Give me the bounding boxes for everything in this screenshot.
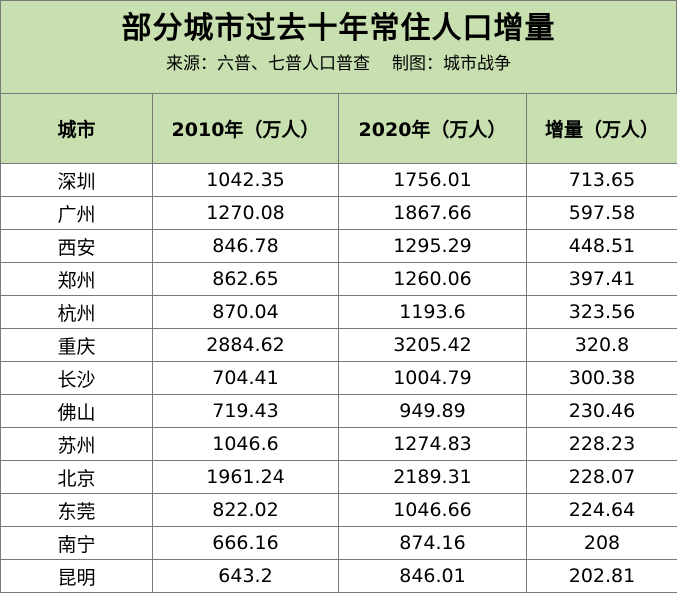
cell-2010: 1042.35 <box>153 164 339 197</box>
cell-city: 杭州 <box>1 296 153 329</box>
column-header-increase: 增量（万人） <box>527 94 677 164</box>
cell-2010: 862.65 <box>153 263 339 296</box>
cell-increase: 208 <box>527 527 677 560</box>
cell-2010: 2884.62 <box>153 329 339 362</box>
cell-city: 深圳 <box>1 164 153 197</box>
header-row: 城市 2010年（万人） 2020年（万人） 增量（万人） <box>1 94 677 164</box>
cell-increase: 228.23 <box>527 428 677 461</box>
cell-city: 郑州 <box>1 263 153 296</box>
cell-city: 北京 <box>1 461 153 494</box>
column-header-2010: 2010年（万人） <box>153 94 339 164</box>
cell-2020: 874.16 <box>339 527 527 560</box>
cell-2010: 1270.08 <box>153 197 339 230</box>
cell-2020: 3205.42 <box>339 329 527 362</box>
cell-2010: 643.2 <box>153 560 339 593</box>
cell-increase: 228.07 <box>527 461 677 494</box>
cell-2020: 1867.66 <box>339 197 527 230</box>
cell-2010: 719.43 <box>153 395 339 428</box>
cell-2010: 1961.24 <box>153 461 339 494</box>
cell-2020: 1295.29 <box>339 230 527 263</box>
cell-increase: 597.58 <box>527 197 677 230</box>
cell-2020: 1260.06 <box>339 263 527 296</box>
credit-note: 制图：城市战争 <box>392 54 511 74</box>
cell-city: 西安 <box>1 230 153 263</box>
cell-city: 佛山 <box>1 395 153 428</box>
cell-city: 南宁 <box>1 527 153 560</box>
cell-2010: 846.78 <box>153 230 339 263</box>
source-note: 来源：六普、七普人口普查 <box>166 54 370 74</box>
cell-increase: 202.81 <box>527 560 677 593</box>
cell-2010: 822.02 <box>153 494 339 527</box>
page-title: 部分城市过去十年常住人口增量 <box>1 1 676 47</box>
cell-increase: 448.51 <box>527 230 677 263</box>
cell-2020: 1046.66 <box>339 494 527 527</box>
cell-2020: 1193.6 <box>339 296 527 329</box>
cell-2020: 1756.01 <box>339 164 527 197</box>
title-block: 部分城市过去十年常住人口增量 来源：六普、七普人口普查 制图：城市战争 <box>0 0 677 93</box>
cell-increase: 320.8 <box>527 329 677 362</box>
cell-city: 东莞 <box>1 494 153 527</box>
cell-2020: 846.01 <box>339 560 527 593</box>
column-header-2020: 2020年（万人） <box>339 94 527 164</box>
cell-city: 重庆 <box>1 329 153 362</box>
cell-2010: 870.04 <box>153 296 339 329</box>
cell-city: 长沙 <box>1 362 153 395</box>
cell-increase: 230.46 <box>527 395 677 428</box>
subtitle: 来源：六普、七普人口普查 制图：城市战争 <box>1 53 676 75</box>
cell-increase: 713.65 <box>527 164 677 197</box>
cell-increase: 224.64 <box>527 494 677 527</box>
cell-city: 广州 <box>1 197 153 230</box>
cell-increase: 300.38 <box>527 362 677 395</box>
cell-2020: 2189.31 <box>339 461 527 494</box>
cell-2010: 704.41 <box>153 362 339 395</box>
cell-increase: 323.56 <box>527 296 677 329</box>
cell-2010: 666.16 <box>153 527 339 560</box>
cell-2020: 1274.83 <box>339 428 527 461</box>
cell-2020: 1004.79 <box>339 362 527 395</box>
cell-2010: 1046.6 <box>153 428 339 461</box>
cell-increase: 397.41 <box>527 263 677 296</box>
cell-city: 昆明 <box>1 560 153 593</box>
column-header-city: 城市 <box>1 94 153 164</box>
cell-2020: 949.89 <box>339 395 527 428</box>
cell-city: 苏州 <box>1 428 153 461</box>
